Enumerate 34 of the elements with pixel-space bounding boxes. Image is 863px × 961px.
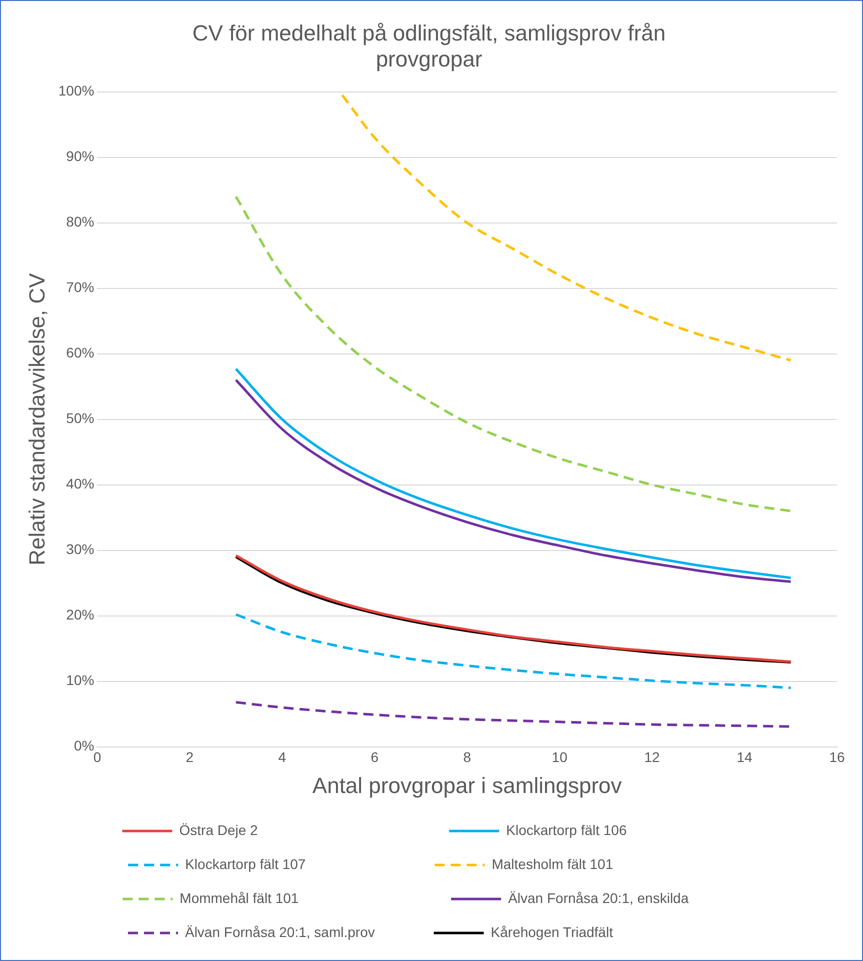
legend-label: Kårehogen Triadfält (490, 924, 730, 940)
y-axis-title: Relativ standardavvikelse, CV (24, 272, 50, 566)
y-tick-label: 30% (66, 541, 94, 558)
y-tick-label: 40% (66, 476, 94, 492)
y-tick-label: 80% (66, 214, 94, 230)
y-tick-label: 20% (66, 606, 94, 623)
y-tick-label: 60% (66, 344, 94, 361)
line-series (341, 94, 792, 362)
x-tick-label: 14 (736, 749, 753, 766)
legend-label: Maltesholm fält 101 (492, 856, 730, 872)
legend-label: Älvan Fornåsa 20:1, saml.prov (184, 924, 414, 940)
x-tick-label: 0 (93, 749, 102, 766)
y-tick-label: 0% (74, 738, 94, 754)
legend-label: Klockartorp fält 107 (185, 856, 415, 872)
y-tick-label: 90% (66, 148, 94, 164)
x-axis-title: Antal provgropar i samlingsprov (312, 772, 622, 798)
legend-label: Älvan Fornåsa 20:1, enskilda (508, 890, 736, 906)
x-tick-label: 10 (552, 749, 568, 766)
x-tick-label: 6 (370, 749, 379, 766)
x-tick-label: 12 (644, 749, 660, 766)
line-series (234, 195, 792, 512)
x-tick-label: 8 (463, 749, 472, 766)
x-tick-label: 4 (278, 749, 286, 766)
x-tick-label: 16 (829, 749, 845, 766)
chart-title: CV för medelhalt på odlingsfält, samligsprov från provgropar (192, 20, 666, 72)
line-series (234, 613, 792, 690)
legend-label: Östra Deje 2 (179, 822, 430, 838)
legend-label: Klockartorp fält 106 (506, 822, 736, 838)
x-tick-label: 2 (186, 749, 194, 766)
y-tick-label: 70% (66, 279, 94, 296)
y-tick-label: 50% (66, 410, 94, 426)
y-tick-label: 10% (66, 672, 94, 688)
y-tick-label: 100% (58, 82, 94, 99)
legend-label: Mommehål fält 101 (180, 890, 432, 906)
